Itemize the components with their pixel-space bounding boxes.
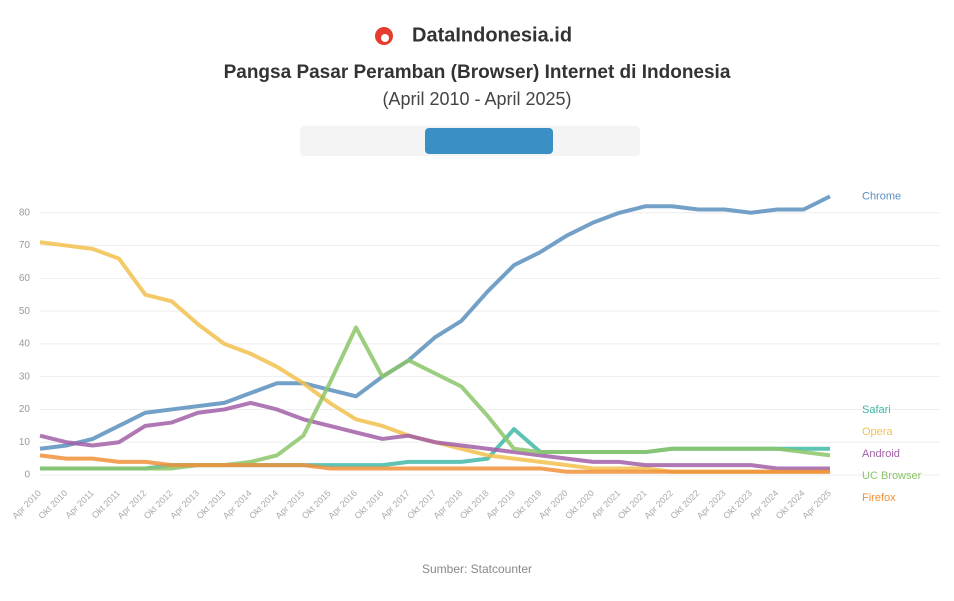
line: [39, 240, 830, 474]
legend-label: Android: [862, 448, 900, 460]
source: Sumber: Statcounter: [422, 562, 532, 576]
y-tick-label: 70: [19, 240, 31, 251]
y-tick-label: 80: [19, 207, 31, 218]
y-tick-label: 60: [19, 273, 31, 284]
y-tick-label: 10: [19, 437, 31, 448]
logo-inner: [381, 34, 389, 42]
y-tick-label: 20: [19, 404, 31, 415]
chart-title: Pangsa Pasar Peramban (Browser) Internet…: [224, 62, 731, 83]
line: [39, 194, 831, 451]
legend-label: UC Browser: [862, 470, 922, 482]
line: [40, 325, 831, 471]
legend-label: Chrome: [862, 190, 901, 202]
brand: DataIndonesia.id: [412, 24, 572, 46]
tab-active[interactable]: [425, 128, 553, 154]
x-tick-label: Apr 2025: [800, 488, 833, 521]
legend-label: Opera: [862, 426, 893, 438]
line: [39, 400, 830, 471]
y-tick-label: 50: [19, 306, 31, 317]
chart-subtitle: (April 2010 - April 2025): [382, 89, 571, 109]
line: [39, 453, 830, 474]
y-tick-label: 30: [19, 371, 31, 382]
legend-label: Firefox: [862, 492, 896, 504]
legend-label: Safari: [862, 404, 891, 416]
y-tick-label: 40: [19, 339, 31, 350]
x-tick-label: Okt 2010: [37, 488, 70, 521]
y-tick-label: 0: [24, 470, 30, 481]
